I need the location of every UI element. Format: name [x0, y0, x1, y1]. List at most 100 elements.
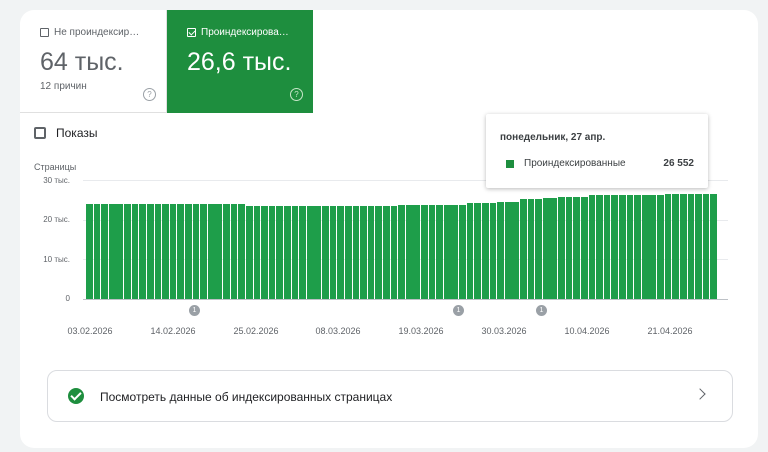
- annotation-marker[interactable]: 1: [189, 305, 200, 316]
- annotation-marker[interactable]: 1: [536, 305, 547, 316]
- chart-bar[interactable]: [565, 197, 573, 299]
- chart-bar[interactable]: [230, 204, 238, 299]
- help-icon[interactable]: ?: [290, 88, 303, 101]
- chart-bar[interactable]: [702, 193, 710, 299]
- chart-bar[interactable]: [200, 204, 207, 299]
- chart-bar[interactable]: [375, 206, 383, 299]
- chart-bar[interactable]: [223, 204, 230, 299]
- checkbox-unchecked-icon[interactable]: [40, 28, 49, 37]
- chart-bar[interactable]: [603, 194, 611, 299]
- chart-bar[interactable]: [672, 193, 679, 299]
- chart-bar[interactable]: [573, 197, 581, 299]
- chart-bar[interactable]: [542, 198, 550, 299]
- chart-bar[interactable]: [184, 204, 192, 299]
- chart-bar[interactable]: [207, 204, 215, 299]
- chart-bar[interactable]: [283, 206, 291, 299]
- chart-bar[interactable]: [116, 203, 124, 299]
- chart-bar[interactable]: [215, 204, 223, 299]
- chart-bar[interactable]: [177, 204, 185, 299]
- y-tick-label: 20 тыс.: [43, 215, 70, 224]
- chart-bar[interactable]: [337, 206, 344, 299]
- chart-bar[interactable]: [443, 204, 451, 299]
- chart-bar[interactable]: [299, 206, 306, 299]
- chart-bar[interactable]: [360, 206, 367, 299]
- chart-bar[interactable]: [649, 194, 657, 299]
- chart-bar[interactable]: [352, 206, 360, 299]
- y-tick-label: 30 тыс.: [43, 176, 70, 185]
- chart-bar[interactable]: [512, 201, 520, 299]
- chart-bar[interactable]: [580, 197, 588, 299]
- chart-bar[interactable]: [93, 203, 101, 299]
- chart-bar[interactable]: [710, 193, 718, 299]
- chart-bar[interactable]: [413, 204, 421, 299]
- chart-bar[interactable]: [322, 206, 329, 299]
- chart-bar[interactable]: [162, 203, 169, 299]
- chart-bar[interactable]: [139, 203, 146, 299]
- chart-bar[interactable]: [169, 203, 177, 299]
- chart-bar[interactable]: [390, 206, 398, 299]
- chart-bar[interactable]: [687, 193, 695, 299]
- chart-bar[interactable]: [550, 198, 558, 299]
- chart-bar[interactable]: [596, 194, 603, 299]
- chart-bar[interactable]: [146, 203, 154, 299]
- chart-bar[interactable]: [641, 194, 649, 299]
- chart-bar[interactable]: [306, 206, 314, 299]
- chart-bar[interactable]: [192, 204, 200, 299]
- chart-bar[interactable]: [436, 204, 443, 299]
- annotation-marker[interactable]: 1: [453, 305, 464, 316]
- chart-bar[interactable]: [527, 199, 535, 299]
- chart-bar[interactable]: [611, 194, 619, 299]
- chart-bar[interactable]: [626, 194, 634, 299]
- chart-bar[interactable]: [421, 204, 428, 299]
- chart-bar[interactable]: [261, 206, 268, 299]
- chart-bar[interactable]: [405, 205, 413, 299]
- chart-bar[interactable]: [245, 206, 253, 299]
- chart-bar[interactable]: [131, 203, 139, 299]
- chart-bar[interactable]: [108, 203, 116, 299]
- chart-bar[interactable]: [238, 204, 245, 299]
- chart-bar[interactable]: [291, 206, 299, 299]
- chart-bar[interactable]: [276, 206, 284, 299]
- chart-bar[interactable]: [466, 203, 474, 299]
- checkbox-checked-icon[interactable]: [187, 28, 196, 37]
- chart-bar[interactable]: [695, 193, 702, 299]
- chart-bar[interactable]: [154, 203, 162, 299]
- chart-bars[interactable]: [86, 180, 718, 299]
- not-indexed-label: Не проиндексир…: [54, 27, 140, 38]
- chart-bar[interactable]: [520, 199, 527, 299]
- impressions-toggle[interactable]: Показы: [34, 126, 97, 140]
- chart-bar[interactable]: [535, 199, 542, 299]
- chart-bar[interactable]: [474, 203, 482, 299]
- chart-bar[interactable]: [558, 197, 565, 299]
- indexed-tile[interactable]: Проиндексирова… 26,6 тыс. ?: [167, 10, 313, 113]
- chart-bar[interactable]: [657, 194, 664, 299]
- chart-bar[interactable]: [634, 194, 641, 299]
- chart-bar[interactable]: [101, 203, 108, 299]
- chart-bar[interactable]: [451, 204, 459, 299]
- chart-bar[interactable]: [497, 201, 504, 299]
- chart-bar[interactable]: [489, 203, 497, 299]
- chart-bar[interactable]: [382, 206, 390, 299]
- chart-bar[interactable]: [314, 206, 322, 299]
- chart-bar[interactable]: [428, 204, 436, 299]
- chart-bar[interactable]: [459, 204, 466, 299]
- chart-bar[interactable]: [619, 194, 626, 299]
- chart-bar[interactable]: [588, 194, 596, 299]
- chart-bar[interactable]: [124, 203, 131, 299]
- not-indexed-tile[interactable]: Не проиндексир… 64 тыс. 12 причин ?: [20, 10, 167, 113]
- chart-bar[interactable]: [481, 203, 489, 299]
- chart-bar[interactable]: [344, 206, 352, 299]
- chart-bar[interactable]: [504, 201, 512, 299]
- chart-bar[interactable]: [329, 206, 337, 299]
- checkbox-unchecked-icon[interactable]: [34, 127, 46, 139]
- view-indexed-pages-link[interactable]: Посмотреть данные об индексированных стр…: [47, 370, 733, 422]
- chart-bar[interactable]: [679, 193, 687, 299]
- chart-bar[interactable]: [367, 206, 375, 299]
- help-icon[interactable]: ?: [143, 88, 156, 101]
- indexed-count: 26,6 тыс.: [187, 48, 292, 76]
- chart-bar[interactable]: [86, 203, 93, 299]
- chart-bar[interactable]: [664, 193, 672, 299]
- chart-bar[interactable]: [398, 205, 405, 299]
- chart-bar[interactable]: [268, 206, 276, 299]
- chart-bar[interactable]: [253, 206, 261, 299]
